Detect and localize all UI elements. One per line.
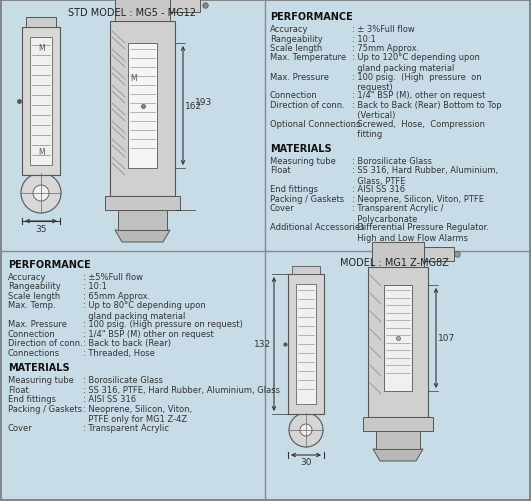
Text: Rangeability: Rangeability [8,282,61,291]
Text: M: M [130,74,136,83]
Bar [372,242,424,268]
Text: Scale length: Scale length [8,292,60,301]
Text: : Screwed,  Hose,  Compression
  fitting: : Screwed, Hose, Compression fitting [352,120,485,139]
Text: 132: 132 [254,340,271,349]
Text: Accuracy: Accuracy [270,25,309,34]
Bar [30,38,52,166]
Bar [128,44,157,169]
Text: : ±5%Full flow: : ±5%Full flow [83,273,143,282]
Text: Cover: Cover [270,204,295,213]
Text: : Differential Pressure Regulator.
  High and Low Flow Alarms: : Differential Pressure Regulator. High … [352,223,489,242]
Text: Connections: Connections [8,348,60,357]
Bar [384,286,412,391]
Text: 107: 107 [438,334,455,343]
Circle shape [289,413,323,447]
Text: MODEL : MG1 Z-MG8Z: MODEL : MG1 Z-MG8Z [340,258,449,268]
Text: : 1/4" BSP (M), other on request: : 1/4" BSP (M), other on request [352,91,485,100]
Text: Connection: Connection [270,91,318,100]
Text: : 10:1: : 10:1 [352,35,376,44]
Text: : 65mm Approx.: : 65mm Approx. [83,292,150,301]
Text: Rangeability: Rangeability [270,35,323,44]
Text: Max. Temperature: Max. Temperature [270,54,346,63]
Text: : AISI SS 316: : AISI SS 316 [352,185,405,194]
Text: MATERIALS: MATERIALS [270,144,332,154]
Polygon shape [115,230,170,242]
Text: : AISI SS 316: : AISI SS 316 [83,395,136,404]
Bar [22,28,60,176]
Text: Direction of conn.: Direction of conn. [270,101,345,110]
Circle shape [33,186,49,201]
Text: Additional Accessories: Additional Accessories [270,223,364,232]
Text: : Transparent Acrylic /
  Polycarbonate: : Transparent Acrylic / Polycarbonate [352,204,443,223]
Text: : 100 psig. (High pressure on request): : 100 psig. (High pressure on request) [83,320,243,329]
Text: : SS 316, Hard Rubber, Aluminium,
  Glass, PTFE: : SS 316, Hard Rubber, Aluminium, Glass,… [352,166,498,185]
Bar [105,196,180,210]
Text: Max. Pressure: Max. Pressure [270,72,329,81]
Text: STD MODEL : MG5 - MG12: STD MODEL : MG5 - MG12 [68,8,196,18]
Text: : Borosilicate Glass: : Borosilicate Glass [83,376,163,385]
Text: Float: Float [270,166,291,175]
Text: : Back to Back (Rear) Bottom to Top
  (Vertical): : Back to Back (Rear) Bottom to Top (Ver… [352,101,502,120]
Text: Connection: Connection [8,329,56,338]
Text: 193: 193 [195,98,212,107]
Bar [296,285,316,404]
Bar [292,267,320,275]
Bar [424,247,454,262]
Text: : Threaded, Hose: : Threaded, Hose [83,348,155,357]
Bar [115,0,170,22]
Text: M: M [38,148,45,157]
Text: : Borosilicate Glass: : Borosilicate Glass [352,157,432,166]
Bar [170,0,200,13]
Text: : Up to 80°C depending upon
  gland packing material: : Up to 80°C depending upon gland packin… [83,301,205,320]
Text: Cover: Cover [8,423,33,432]
Polygon shape [373,449,423,461]
Text: : 10:1: : 10:1 [83,282,107,291]
Text: : Neoprene, Silicon, Viton,
  PTFE only for MG1 Z-4Z: : Neoprene, Silicon, Viton, PTFE only fo… [83,404,192,423]
Circle shape [300,424,312,436]
Text: 162: 162 [185,102,202,111]
Text: Max. Pressure: Max. Pressure [8,320,67,329]
Text: 35: 35 [35,224,47,233]
Text: : ± 3%Full flow: : ± 3%Full flow [352,25,415,34]
Text: : 1/4" BSP (M) other on request: : 1/4" BSP (M) other on request [83,329,214,338]
Bar [118,210,167,230]
Text: : Back to back (Rear): : Back to back (Rear) [83,339,171,348]
Circle shape [21,174,61,213]
Text: : Up to 120°C depending upon
  gland packing material: : Up to 120°C depending upon gland packi… [352,54,480,73]
Text: Accuracy: Accuracy [8,273,47,282]
Text: : Neoprene, Silicon, Viton, PTFE: : Neoprene, Silicon, Viton, PTFE [352,194,484,203]
Text: : 75mm Approx.: : 75mm Approx. [352,44,419,53]
Text: Float: Float [8,385,29,394]
Text: Measuring tube: Measuring tube [270,157,336,166]
Text: MATERIALS: MATERIALS [8,363,70,373]
Text: Scale length: Scale length [270,44,322,53]
Bar [363,417,433,431]
Text: PERFORMANCE: PERFORMANCE [8,260,91,270]
Text: Measuring tube: Measuring tube [8,376,74,385]
Bar [368,268,428,417]
Text: 30: 30 [300,457,312,466]
Text: : Transparent Acrylic: : Transparent Acrylic [83,423,169,432]
Text: Optional Connections: Optional Connections [270,120,361,129]
Text: End fittings: End fittings [270,185,318,194]
Text: Packing / Gaskets: Packing / Gaskets [8,404,82,413]
Bar [110,22,175,196]
Text: : 100 psig.  (High  pressure  on
  request): : 100 psig. (High pressure on request) [352,72,482,92]
Bar [288,275,324,414]
Bar [376,431,420,449]
Text: M: M [38,44,45,53]
Text: Max. Temp.: Max. Temp. [8,301,56,310]
Text: PERFORMANCE: PERFORMANCE [270,12,353,22]
Text: Packing / Gaskets: Packing / Gaskets [270,194,344,203]
Text: : SS 316, PTFE, Hard Rubber, Aluminium, Glass: : SS 316, PTFE, Hard Rubber, Aluminium, … [83,385,280,394]
Bar [26,18,56,28]
Text: End fittings: End fittings [8,395,56,404]
Text: Direction of conn.: Direction of conn. [8,339,83,348]
